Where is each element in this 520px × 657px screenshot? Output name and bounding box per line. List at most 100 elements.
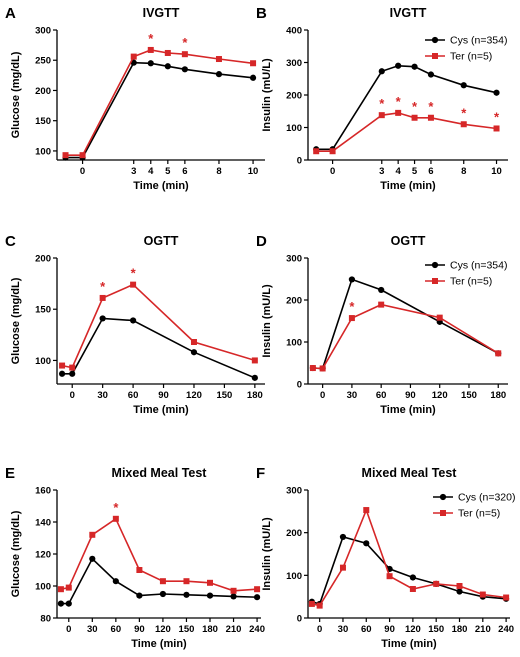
data-point-cys [57, 600, 65, 607]
significance-star: * [148, 31, 154, 46]
data-point-cys [206, 592, 214, 599]
x-tick-label: 240 [249, 624, 265, 635]
y-tick-label: 100 [286, 571, 302, 582]
x-axis-label: Time (min) [380, 404, 436, 416]
x-tick-label: 8 [216, 166, 221, 177]
data-point-cys [460, 82, 467, 89]
x-tick-label: 0 [330, 166, 335, 177]
legend-label-cys: Cys (n=354) [450, 35, 507, 47]
data-point-ter [130, 53, 137, 60]
x-tick-label: 60 [376, 390, 387, 401]
chart-title: IVGTT [143, 6, 180, 20]
data-point-ter [250, 60, 257, 67]
data-point-ter [112, 515, 119, 522]
y-tick-label: 400 [286, 26, 302, 37]
x-tick-label: 90 [405, 390, 416, 401]
data-point-ter [65, 584, 72, 591]
y-tick-label: 80 [40, 614, 51, 625]
y-tick-label: 160 [35, 486, 51, 497]
y-tick-label: 300 [286, 58, 302, 69]
y-tick-label: 300 [35, 26, 51, 37]
legend-label-cys: Cys (n=320) [458, 492, 515, 504]
y-axis-label: Insulin (mU/L) [261, 58, 273, 132]
significance-star: * [113, 500, 119, 515]
significance-star: * [396, 94, 402, 109]
significance-star: * [412, 99, 418, 114]
y-tick-label: 200 [35, 86, 51, 97]
x-tick-label: 30 [97, 390, 108, 401]
x-tick-label: 6 [182, 166, 187, 177]
x-axis-label: Time (min) [380, 180, 436, 192]
data-point-cys [251, 374, 258, 381]
x-tick-label: 3 [131, 166, 136, 177]
legend-label-ter: Ter (n=5) [458, 508, 500, 520]
data-point-cys [378, 286, 385, 294]
panel-letter: D [256, 233, 267, 250]
y-tick-label: 200 [286, 528, 302, 539]
data-point-cys [339, 533, 347, 541]
x-tick-label: 210 [226, 624, 242, 635]
data-point-cys [427, 71, 435, 78]
series-line-ter [65, 49, 254, 156]
legend-marker-cys [431, 261, 439, 269]
y-tick-label: 100 [35, 356, 51, 367]
y-axis-label: Insulin (mU/L) [261, 284, 273, 358]
x-tick-label: 4 [396, 166, 402, 177]
data-point-cys [112, 578, 119, 585]
legend: Cys (n=354) Ter (n=5) [425, 35, 507, 63]
significance-star: * [428, 99, 434, 114]
significance-star: * [349, 299, 355, 314]
x-tick-label: 90 [158, 390, 169, 401]
x-tick-label: 8 [461, 166, 466, 177]
x-tick-label: 150 [461, 390, 477, 401]
y-axis-label: Glucose (mg/dL) [10, 51, 22, 138]
data-point-cys [147, 60, 154, 67]
significance-star: * [379, 96, 385, 111]
data-point-ter [427, 114, 434, 121]
y-tick-label: 100 [286, 123, 302, 134]
series-line-ter [311, 507, 507, 607]
panel-letter: F [256, 465, 265, 482]
chart-title: OGTT [391, 234, 426, 248]
y-tick-label: 140 [35, 518, 51, 529]
y-tick-label: 250 [35, 56, 51, 67]
series-line-cys [60, 557, 258, 605]
data-point-ter [456, 583, 463, 589]
y-tick-label: 300 [286, 486, 302, 497]
data-point-cys [99, 315, 106, 322]
x-tick-label: 90 [384, 624, 395, 635]
panel-letter: B [256, 5, 267, 22]
panel-letter: E [5, 465, 15, 482]
data-point-cys [411, 63, 418, 70]
chart-panel-f: F Mixed Meal Test 0 100 200 300 0 30 60 90 120 150 1… [256, 465, 515, 650]
y-tick-label: 200 [286, 296, 302, 307]
chart-title: Mixed Meal Test [362, 466, 458, 480]
x-axis-label: Time (min) [131, 638, 187, 650]
y-tick-label: 150 [35, 305, 51, 316]
y-tick-label: 0 [297, 156, 302, 167]
x-tick-label: 120 [432, 390, 448, 401]
legend-label-cys: Cys (n=354) [450, 260, 507, 272]
data-point-cys [164, 63, 171, 70]
series-line-cys [311, 535, 507, 605]
x-tick-label: 10 [491, 166, 502, 177]
data-point-cys [136, 592, 143, 599]
x-tick-label: 120 [405, 624, 421, 635]
data-point-ter [339, 564, 346, 571]
data-point-cys [89, 555, 96, 562]
x-tick-label: 240 [498, 624, 514, 635]
data-point-ter [130, 281, 137, 288]
data-point-cys [215, 71, 223, 78]
chart-panel-d: D OGTT 0 100 200 300 0 30 60 90 120 150 180 Time (min… [256, 233, 508, 416]
chart-title: OGTT [144, 234, 179, 248]
data-point-ter [495, 350, 502, 357]
series-line-cys [65, 61, 254, 159]
x-tick-label: 120 [155, 624, 171, 635]
y-tick-label: 120 [35, 550, 51, 561]
legend-marker-ter [432, 278, 438, 284]
data-point-ter [136, 567, 143, 573]
x-axis-label: Time (min) [133, 180, 189, 192]
data-point-cys [378, 68, 385, 75]
legend-marker-ter [432, 53, 438, 59]
